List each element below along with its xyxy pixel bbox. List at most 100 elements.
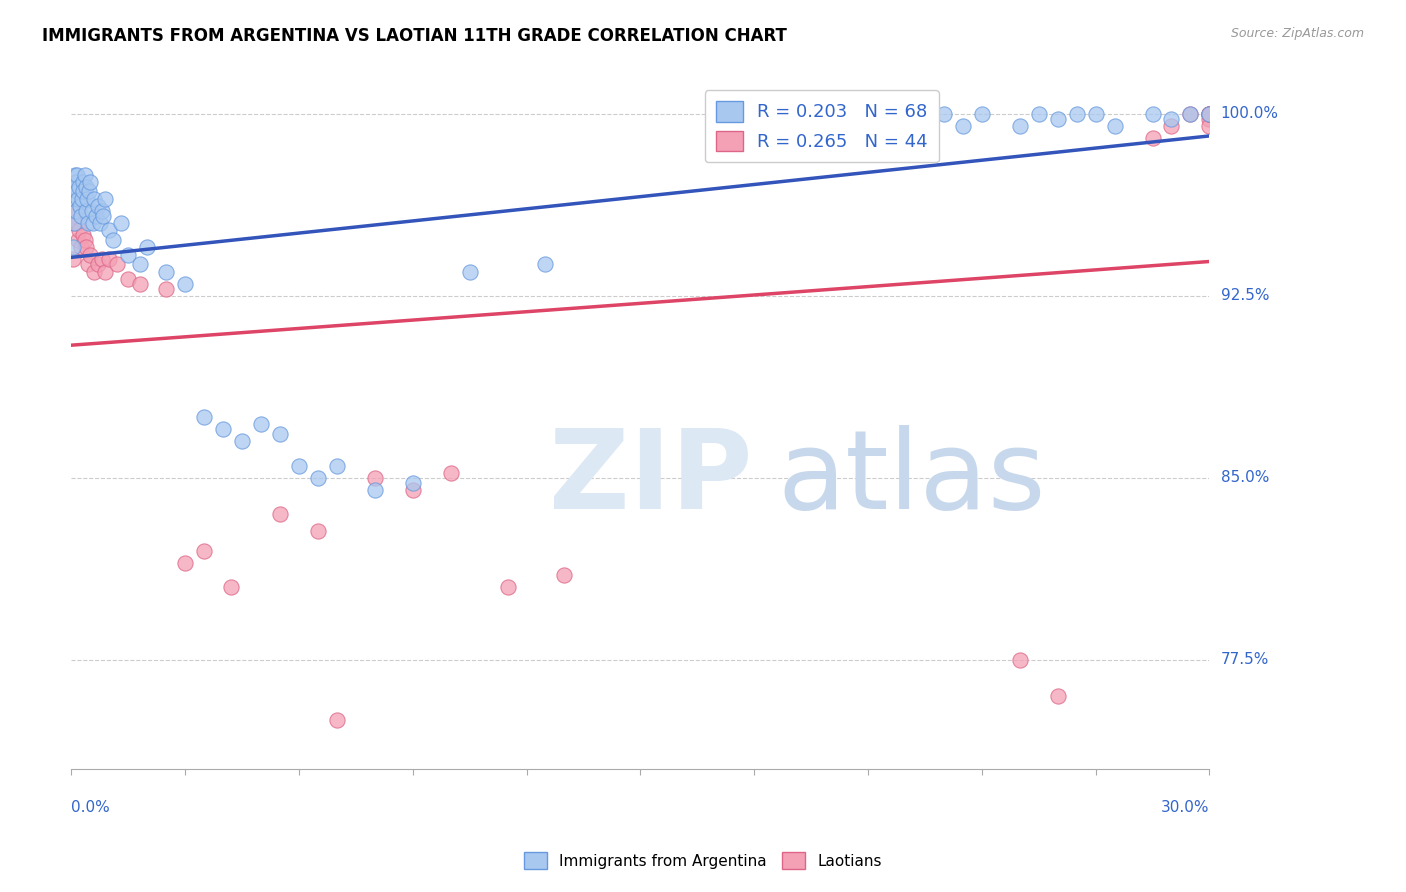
- Point: [1180, 107, 1202, 121]
- Point: [326, 714, 349, 728]
- Point: [79, 185, 101, 199]
- Text: 77.5%: 77.5%: [1220, 652, 1268, 667]
- Point: [970, 107, 993, 121]
- Point: [75, 240, 97, 254]
- Point: [101, 233, 124, 247]
- Point: [67, 192, 90, 206]
- Point: [83, 264, 105, 278]
- Point: [63, 216, 86, 230]
- Point: [856, 119, 879, 133]
- Point: [63, 192, 86, 206]
- Point: [83, 192, 105, 206]
- Point: [76, 192, 98, 206]
- Point: [105, 257, 128, 271]
- Point: [894, 112, 917, 126]
- Point: [65, 175, 87, 189]
- Point: [87, 257, 110, 271]
- Point: [72, 228, 94, 243]
- Point: [553, 567, 575, 582]
- Text: 30.0%: 30.0%: [1161, 799, 1209, 814]
- Point: [1142, 107, 1164, 121]
- Point: [110, 216, 132, 230]
- Point: [952, 119, 974, 133]
- Legend: R = 0.203   N = 68, R = 0.265   N = 44: R = 0.203 N = 68, R = 0.265 N = 44: [704, 90, 939, 162]
- Point: [128, 277, 150, 291]
- Point: [77, 216, 100, 230]
- Point: [1008, 119, 1031, 133]
- Point: [69, 209, 91, 223]
- Point: [84, 209, 107, 223]
- Point: [1160, 112, 1182, 126]
- Point: [63, 216, 86, 230]
- Point: [496, 580, 519, 594]
- Point: [90, 252, 112, 267]
- Point: [94, 264, 117, 278]
- Point: [70, 192, 93, 206]
- Point: [128, 257, 150, 271]
- Point: [94, 192, 117, 206]
- Point: [136, 240, 159, 254]
- Point: [93, 209, 115, 223]
- Point: [1198, 107, 1220, 121]
- Point: [82, 203, 104, 218]
- Point: [1104, 119, 1126, 133]
- Point: [1008, 653, 1031, 667]
- Point: [1084, 107, 1107, 121]
- Text: 0.0%: 0.0%: [72, 799, 110, 814]
- Point: [155, 281, 177, 295]
- Point: [66, 185, 89, 199]
- Point: [67, 179, 90, 194]
- Point: [307, 471, 329, 485]
- Text: 92.5%: 92.5%: [1220, 288, 1270, 303]
- Legend: Immigrants from Argentina, Laotians: Immigrants from Argentina, Laotians: [517, 846, 889, 875]
- Point: [193, 543, 215, 558]
- Point: [440, 466, 463, 480]
- Point: [269, 427, 291, 442]
- Point: [69, 199, 91, 213]
- Point: [67, 223, 90, 237]
- Point: [1198, 119, 1220, 133]
- Point: [307, 524, 329, 539]
- Point: [1198, 112, 1220, 126]
- Point: [219, 580, 242, 594]
- Point: [364, 471, 387, 485]
- Point: [1198, 107, 1220, 121]
- Text: ZIP: ZIP: [550, 425, 752, 532]
- Point: [1160, 119, 1182, 133]
- Point: [458, 264, 481, 278]
- Text: 100.0%: 100.0%: [1220, 106, 1278, 121]
- Point: [63, 179, 86, 194]
- Point: [117, 247, 139, 261]
- Text: 85.0%: 85.0%: [1220, 470, 1268, 485]
- Point: [1198, 107, 1220, 121]
- Point: [326, 458, 349, 473]
- Point: [1180, 107, 1202, 121]
- Point: [72, 185, 94, 199]
- Point: [79, 247, 101, 261]
- Point: [269, 507, 291, 521]
- Point: [193, 410, 215, 425]
- Point: [90, 203, 112, 218]
- Point: [117, 272, 139, 286]
- Point: [63, 168, 86, 182]
- Point: [87, 199, 110, 213]
- Point: [77, 257, 100, 271]
- Point: [62, 252, 84, 267]
- Point: [402, 483, 425, 497]
- Point: [72, 175, 94, 189]
- Point: [1046, 112, 1069, 126]
- Point: [932, 107, 955, 121]
- Point: [69, 240, 91, 254]
- Point: [914, 107, 936, 121]
- Point: [67, 233, 90, 247]
- Text: atlas: atlas: [778, 425, 1046, 532]
- Point: [65, 203, 87, 218]
- Point: [1066, 107, 1088, 121]
- Point: [534, 257, 557, 271]
- Point: [65, 203, 87, 218]
- Point: [98, 252, 121, 267]
- Point: [79, 175, 101, 189]
- Point: [174, 556, 197, 570]
- Point: [231, 434, 253, 449]
- Point: [73, 233, 96, 247]
